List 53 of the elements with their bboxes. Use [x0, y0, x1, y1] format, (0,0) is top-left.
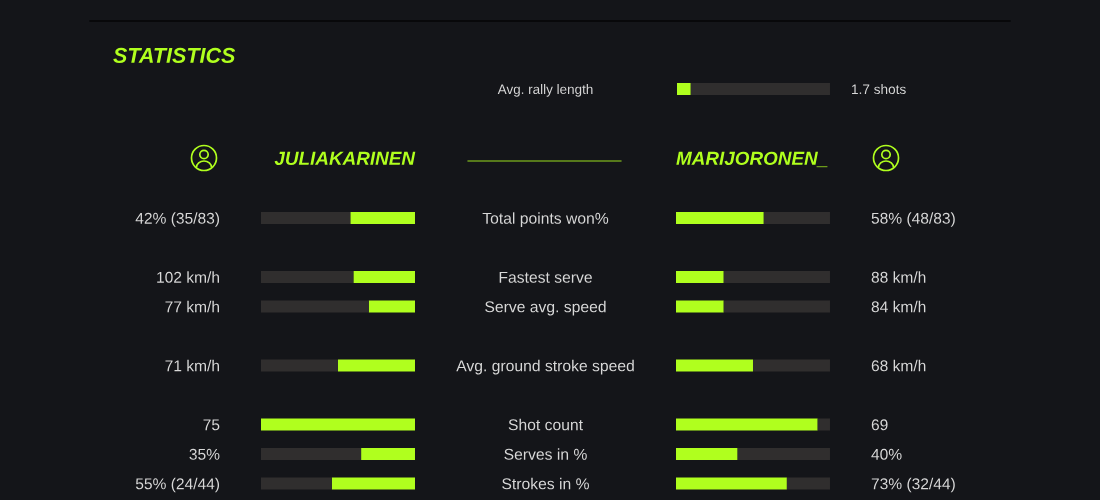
text: 69 — [871, 419, 888, 431]
text: 73% (32/44) — [871, 477, 955, 493]
y-tick-label: Avg. ground stroke speed — [456, 359, 634, 375]
text: 84 km/h — [871, 300, 926, 313]
text: 1.7 shots — [852, 84, 906, 95]
bar — [368, 300, 415, 313]
y-tick-label: Total points won% — [482, 212, 609, 227]
y-tick-label: Serve avg. speed — [485, 300, 606, 316]
bar — [338, 359, 415, 372]
bar — [723, 270, 830, 284]
bar — [817, 418, 830, 431]
bar — [261, 477, 332, 490]
text: 102 km/h — [157, 271, 219, 283]
text: JULIAKARINEN — [274, 151, 416, 166]
bar — [676, 359, 753, 372]
bar — [261, 447, 362, 461]
text: 68 km/h — [871, 359, 926, 372]
bar — [676, 418, 818, 431]
bar — [786, 477, 830, 490]
y-tick-label: Shot count — [508, 418, 583, 431]
text: 40% — [871, 448, 902, 460]
bar — [676, 477, 787, 490]
text: 58% (48/83) — [871, 212, 955, 227]
text: MARIJORONEN_ — [676, 151, 828, 168]
bar — [676, 211, 764, 225]
y-tick-label: Fastest serve — [499, 271, 592, 283]
text: 55% (24/44) — [135, 477, 220, 493]
bar — [353, 270, 415, 284]
bar — [361, 447, 415, 461]
text: 88 km/h — [871, 271, 926, 283]
text: 35% — [189, 448, 220, 460]
bar — [261, 270, 354, 284]
y-tick-label: Serves in % — [504, 448, 587, 460]
bar — [261, 418, 415, 431]
bar — [350, 211, 415, 225]
y-tick-label: Strokes in % — [502, 477, 589, 490]
bar — [723, 300, 830, 313]
bar — [737, 447, 830, 461]
text: 75 — [203, 419, 220, 431]
bar — [331, 477, 415, 490]
bar — [261, 300, 369, 313]
bar — [763, 211, 830, 225]
chart-title: STATISTICS — [113, 47, 236, 64]
text: 77 km/h — [165, 300, 219, 313]
bar — [753, 359, 830, 372]
text: 42% (35/83) — [135, 212, 220, 227]
bar — [676, 447, 738, 461]
bar — [676, 300, 724, 313]
y-tick-label: Avg. rally length — [497, 84, 593, 97]
bar — [261, 359, 338, 372]
bar — [676, 270, 724, 284]
text: 71 km/h — [165, 359, 219, 372]
bar — [261, 211, 351, 225]
